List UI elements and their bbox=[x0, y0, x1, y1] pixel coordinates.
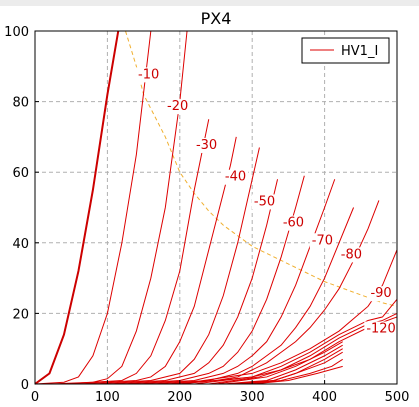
curve-labels: -10 -20 -30 -40 -50 -60 -70 -80 -90 -120 bbox=[136, 67, 398, 337]
x-tick-label: 500 bbox=[385, 390, 410, 405]
curve-label-bg bbox=[280, 215, 307, 231]
series-line-13 bbox=[194, 312, 398, 385]
window-top-bar bbox=[0, 0, 419, 6]
curve-label-bg bbox=[136, 67, 162, 83]
curve-label: -40 bbox=[225, 170, 246, 185]
series-line-19 bbox=[244, 358, 343, 385]
series-line-18 bbox=[237, 351, 343, 385]
series-line-7 bbox=[121, 175, 305, 385]
y-tick-label: 60 bbox=[12, 166, 29, 181]
curve-label-bg bbox=[364, 321, 398, 337]
boundary-line bbox=[125, 30, 398, 307]
x-tick-label: 400 bbox=[312, 390, 337, 405]
y-tick-label: 20 bbox=[12, 307, 29, 322]
y-tick-label: 80 bbox=[12, 96, 29, 111]
curve-label-bg bbox=[309, 233, 336, 249]
curve-label-bg bbox=[368, 286, 394, 302]
curve-label: -70 bbox=[312, 233, 333, 248]
series-line-11 bbox=[179, 249, 398, 385]
curve-label: -30 bbox=[196, 138, 217, 153]
curve-label: -80 bbox=[341, 247, 362, 262]
y-tick-label: 40 bbox=[12, 237, 29, 252]
series-line-10 bbox=[165, 200, 380, 385]
curve-label-bg bbox=[165, 99, 191, 115]
grid bbox=[35, 31, 397, 384]
x-tick-label: 0 bbox=[31, 390, 39, 405]
series-line-8 bbox=[136, 179, 336, 385]
curve-label-bg bbox=[222, 169, 249, 185]
series-line-15 bbox=[215, 341, 343, 385]
series-line-9 bbox=[150, 207, 355, 385]
series-line-1 bbox=[34, 30, 152, 385]
plot-frame bbox=[34, 30, 398, 385]
boundary-curve bbox=[125, 30, 398, 307]
curve-label: -120 bbox=[366, 322, 396, 337]
chart-title: PX4 bbox=[201, 9, 232, 28]
legend-label: HV1_I bbox=[341, 44, 378, 59]
y-tick-label: 100 bbox=[4, 25, 29, 40]
legend: HV1_I bbox=[301, 37, 390, 64]
series-group bbox=[34, 30, 398, 385]
curve-label: -20 bbox=[167, 99, 188, 114]
curve-label-bg bbox=[251, 194, 278, 210]
x-tick-label: 300 bbox=[240, 390, 265, 405]
curve-label: -50 bbox=[254, 194, 275, 209]
series-line-5 bbox=[92, 147, 260, 385]
curve-label: -60 bbox=[283, 216, 304, 231]
curve-label-bg bbox=[193, 137, 220, 153]
x-axis: 0 100 200 300 400 500 bbox=[31, 380, 410, 405]
series-line-6 bbox=[107, 179, 279, 385]
y-axis: 0 20 40 60 80 100 bbox=[4, 25, 39, 393]
series-line-4 bbox=[78, 136, 237, 385]
x-tick-label: 100 bbox=[95, 390, 120, 405]
series-line-2 bbox=[49, 30, 188, 385]
series-line-20 bbox=[252, 365, 343, 385]
y-tick-label: 0 bbox=[21, 378, 29, 393]
curve-label-bg bbox=[338, 247, 365, 263]
series-line-0 bbox=[34, 30, 120, 385]
series-line-3 bbox=[63, 119, 210, 385]
series-line-12 bbox=[179, 298, 398, 385]
curve-label: -90 bbox=[370, 286, 391, 301]
x-tick-label: 200 bbox=[167, 390, 192, 405]
curve-label: -10 bbox=[138, 67, 159, 82]
